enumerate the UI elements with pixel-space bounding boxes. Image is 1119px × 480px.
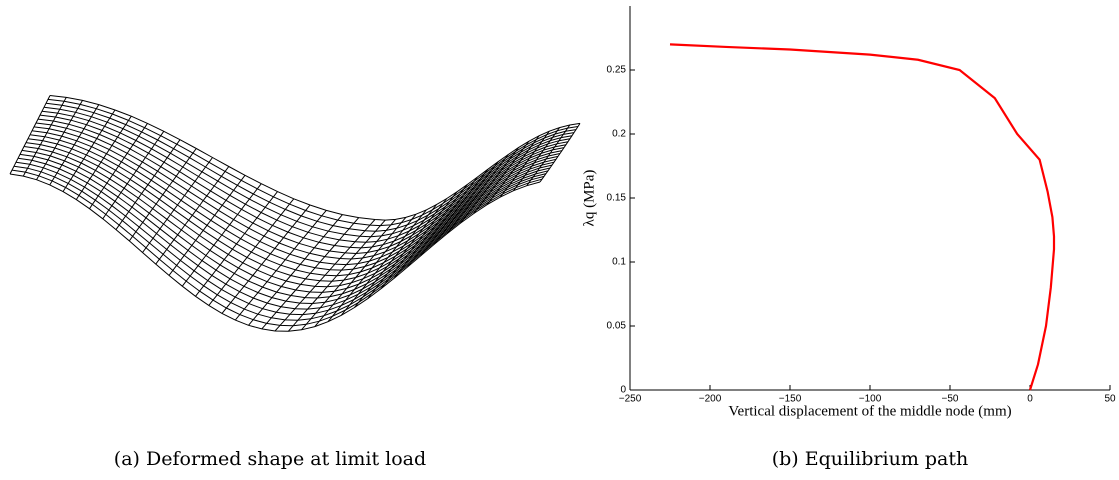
y-tick-label: 0.1 (612, 257, 626, 268)
mesh-line (128, 148, 197, 242)
mesh-line (274, 219, 376, 332)
mesh-line (49, 95, 581, 221)
mesh-line (526, 124, 571, 186)
mesh-line (195, 191, 278, 297)
mesh-line (407, 176, 478, 268)
mesh-line (460, 147, 519, 224)
mesh-line (420, 168, 489, 257)
y-tick-label: 0.05 (607, 321, 627, 332)
mesh-line (327, 213, 417, 323)
mesh-line (248, 214, 343, 326)
x-tick-label: −50 (942, 394, 959, 405)
x-tick-label: −150 (779, 394, 802, 405)
mesh-line (89, 123, 148, 209)
mesh-line (168, 174, 246, 276)
mesh-line (9, 95, 51, 175)
mesh-line (36, 100, 83, 180)
x-tick-label: 0 (1027, 394, 1033, 405)
mesh-line (354, 204, 437, 308)
mesh-line (155, 166, 230, 265)
plot: 0 0.05 0.1 0.15 0.2 0.25 −250 −200 −150 −100 −50 0 5… (607, 6, 1116, 405)
mesh-line (499, 130, 550, 198)
mesh-line (393, 184, 468, 279)
y-axis-label: λq (MPa) (581, 170, 597, 227)
mesh-line (539, 123, 581, 183)
mesh-line (115, 139, 181, 230)
x-tick-label: −100 (859, 394, 882, 405)
mesh-line (513, 127, 560, 192)
mesh-line (221, 204, 311, 314)
mesh-line (287, 219, 386, 332)
mesh-line (49, 104, 100, 186)
x-tick-label: −200 (699, 394, 722, 405)
x-tick-label: 50 (1104, 394, 1116, 405)
mesh-line (181, 183, 262, 287)
mesh-line (47, 98, 579, 227)
mesh-line (473, 140, 530, 214)
mesh-line (234, 210, 327, 321)
mesh-line (208, 198, 295, 306)
y-tick-label: 0.15 (607, 193, 627, 204)
mesh-line (142, 157, 213, 253)
mesh-line (446, 154, 509, 234)
mesh-line (340, 209, 427, 316)
mesh-line (486, 135, 540, 206)
mesh-line (301, 219, 396, 331)
x-axis-label: Vertical displacement of the middle node… (728, 403, 1011, 419)
y-tick-label: 0.2 (612, 129, 626, 140)
mesh-line (367, 198, 448, 299)
mesh-line (314, 217, 407, 327)
caption: (a) Deformed shape at limit load (114, 448, 426, 470)
mesh-line (75, 115, 132, 200)
series-line (669, 43, 1056, 391)
caption: (b) Equilibrium path (772, 448, 969, 470)
mesh-line (261, 217, 360, 330)
deformed-mesh (9, 95, 581, 332)
mesh-line (102, 131, 165, 220)
mesh-line (22, 97, 67, 177)
mesh-line (62, 109, 116, 192)
y-tick-label: 0.25 (607, 65, 627, 76)
x-tick-label: −250 (619, 394, 642, 405)
y-tick-label: 0 (620, 385, 626, 396)
mesh-line (433, 161, 499, 245)
mesh-line (380, 191, 458, 290)
